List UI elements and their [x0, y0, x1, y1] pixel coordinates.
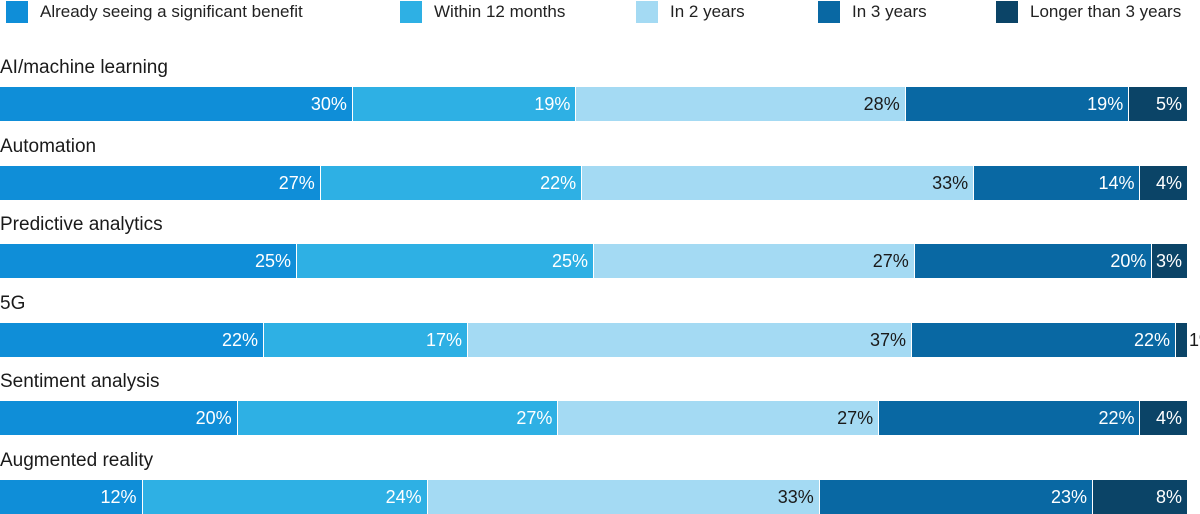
bar-segment [594, 244, 915, 278]
bar-segment [1176, 322, 1188, 357]
bar-segment [576, 87, 906, 121]
bar-segment [905, 87, 1130, 121]
bar-segment [582, 165, 975, 200]
bar-row-ai-machine-learning: 30% 19% 28% 19% 5% [0, 87, 1188, 121]
data-label: 22% [540, 172, 577, 193]
category-label: Augmented reality [0, 449, 154, 471]
data-label: 33% [932, 172, 969, 193]
legend-swatch [996, 1, 1018, 23]
bar-segment [1092, 479, 1188, 514]
bar-segment [237, 401, 559, 435]
data-label: 27% [516, 408, 553, 428]
data-label: 19% [534, 94, 571, 114]
bar-segment [0, 244, 297, 278]
legend-item-already-seeing-a-significant-benefit: Already seeing a significant benefit [6, 0, 303, 24]
bar-segment [0, 165, 321, 200]
bar-row-sentiment-analysis: 20% 27% 27% 22% 4% [0, 401, 1188, 435]
bar-segment [352, 87, 577, 121]
data-label: 28% [863, 94, 900, 114]
bar-segment [819, 479, 1093, 514]
data-label: 4% [1155, 172, 1182, 193]
data-label: 20% [195, 408, 232, 428]
bar-segment [1140, 401, 1188, 435]
legend-swatch [400, 1, 422, 23]
bar-row-predictive-analytics: 25% 25% 27% 20% 3% [0, 244, 1188, 278]
legend-label: Longer than 3 years [1030, 2, 1182, 21]
legend-item-in-2-years: In 2 years [636, 0, 745, 24]
data-label: 8% [1155, 486, 1182, 507]
category-label: Predictive analytics [0, 214, 163, 235]
bar-segment [558, 401, 880, 435]
data-label: 19% [1087, 94, 1124, 114]
data-label: 1% [1189, 329, 1200, 350]
legend-item-in-3-years: In 3 years [818, 0, 927, 24]
bar-segment [0, 87, 353, 121]
legend-swatch [636, 1, 658, 23]
bar-segment [297, 244, 594, 278]
legend-label: In 3 years [852, 2, 927, 21]
legend-label: Already seeing a significant benefit [40, 2, 303, 21]
bar-segment [914, 244, 1153, 278]
data-label: 20% [1110, 251, 1147, 271]
data-label: 14% [1098, 172, 1135, 193]
data-label: 22% [1098, 408, 1135, 428]
data-label: 23% [1050, 486, 1087, 507]
bar-segment [974, 165, 1141, 200]
category-label: 5G [0, 292, 26, 314]
bar-segment [427, 479, 820, 514]
bar-segment [0, 401, 238, 435]
legend-item-within-12-months: Within 12 months [400, 0, 565, 24]
bar-row-augmented-reality: 12% 24% 33% 23% 8% [0, 479, 1188, 514]
bar-segment [264, 322, 468, 357]
bar-segment [320, 165, 583, 200]
bar-segment [0, 322, 264, 357]
bar-segment [912, 322, 1176, 357]
data-label: 30% [310, 94, 347, 114]
category-label: AI/machine learning [0, 57, 168, 78]
legend-item-longer-than-3-years: Longer than 3 years [996, 0, 1181, 24]
bar-segment [468, 322, 912, 357]
data-label: 22% [221, 329, 258, 350]
bar-segment [1140, 165, 1188, 200]
bar-row-automation: 27% 22% 33% 14% 4% [0, 165, 1188, 200]
data-label: 25% [254, 251, 291, 271]
data-label: 12% [100, 486, 137, 507]
legend-label: In 2 years [670, 2, 745, 21]
data-label: 24% [385, 486, 422, 507]
data-label: 33% [777, 486, 814, 507]
data-label: 22% [1133, 329, 1170, 350]
data-label: 27% [837, 408, 874, 428]
data-label: 3% [1155, 251, 1182, 271]
legend-label: Within 12 months [434, 2, 566, 21]
legend-swatch [6, 1, 28, 23]
category-label: Automation [0, 135, 97, 157]
data-label: 27% [278, 172, 315, 193]
data-label: 37% [869, 329, 906, 350]
bar-segment [1152, 244, 1188, 278]
category-label: Sentiment analysis [0, 371, 160, 392]
bar-segment [142, 479, 428, 514]
data-label: 4% [1155, 408, 1182, 428]
bar-segment [879, 401, 1141, 435]
data-label: 5% [1155, 94, 1182, 114]
data-label: 25% [551, 251, 588, 271]
bar-segment [0, 479, 143, 514]
legend-swatch [818, 1, 840, 23]
bar-row-5g: 22% 17% 37% 22% 1% [0, 322, 1200, 357]
data-label: 27% [872, 251, 909, 271]
data-label: 17% [425, 329, 462, 350]
bar-segment [1129, 87, 1188, 121]
